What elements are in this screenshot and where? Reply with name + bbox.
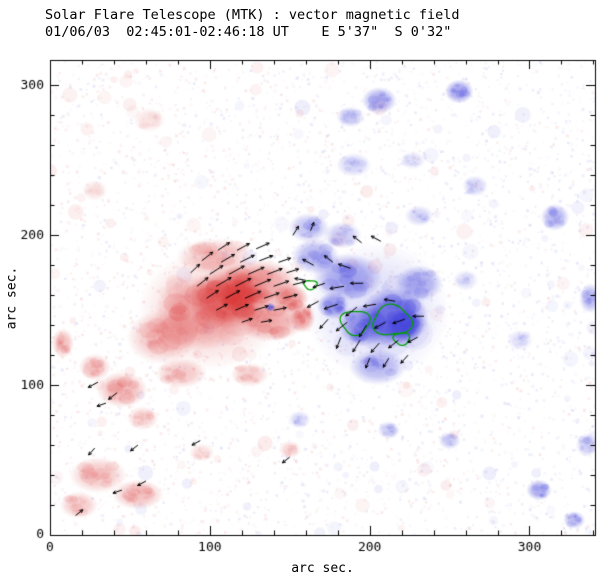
magnetogram-canvas [0, 0, 612, 585]
figure: Solar Flare Telescope (MTK) : vector mag… [0, 0, 612, 585]
